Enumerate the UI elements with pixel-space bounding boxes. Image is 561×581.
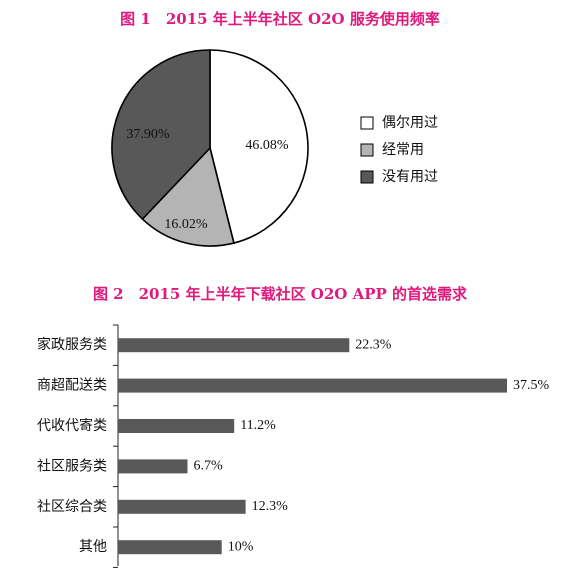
pie-slices <box>111 49 309 247</box>
legend-label-1: 偶尔用过 <box>382 115 438 131</box>
bar-category-label-3: 代收代寄类 <box>37 417 107 434</box>
bar-value-label-5: 12.3% <box>252 499 289 514</box>
bar-chart: 图 2 2015 年上半年下载社区 O2O APP 的首选需求 家政服务类商超配… <box>37 285 550 568</box>
bar-5 <box>118 499 246 514</box>
pie-slice-label-2: 16.02% <box>164 217 208 232</box>
legend-swatch-2 <box>360 143 374 157</box>
bar-category-label-5: 社区综合类 <box>37 499 107 515</box>
pie-slice-label-1: 46.08% <box>245 138 289 153</box>
bar-series <box>118 338 507 555</box>
bar-category-label-2: 商超配送类 <box>37 378 107 394</box>
legend-label-2: 经常用 <box>382 142 424 158</box>
pie-chart-title: 图 1 2015 年上半年社区 O2O 服务使用频率 <box>120 10 440 28</box>
bar-value-label-3: 11.2% <box>240 418 276 433</box>
bar-value-label-2: 37.5% <box>513 378 550 393</box>
bar-1 <box>118 338 350 353</box>
bar-value-labels: 22.3% 37.5% 11.2% 6.7% 12.3% 10% <box>194 337 550 554</box>
bar-category-label-6: 其他 <box>79 539 107 555</box>
legend-swatch-3 <box>360 170 374 184</box>
pie-labels: 46.08% 16.02% 37.90% <box>126 127 289 232</box>
legend-label-3: 没有用过 <box>382 169 438 185</box>
pie-slice-1 <box>209 49 309 245</box>
bar-4 <box>118 459 188 474</box>
bar-value-label-1: 22.3% <box>355 337 392 352</box>
bar-6 <box>118 540 222 555</box>
bar-category-label-1: 家政服务类 <box>37 336 107 353</box>
bar-2 <box>118 378 507 393</box>
pie-chart: 图 1 2015 年上半年社区 O2O 服务使用频率 46.08% 16.02% 3… <box>111 10 440 247</box>
bar-axis-ticks <box>113 324 118 568</box>
pie-slice-label-3: 37.90% <box>126 127 170 142</box>
pie-slice-3 <box>111 49 211 221</box>
bar-category-label-4: 社区服务类 <box>37 458 107 474</box>
pie-slice-2 <box>141 146 235 247</box>
legend-swatch-1 <box>360 116 374 130</box>
bar-chart-title: 图 2 2015 年上半年下载社区 O2O APP 的首选需求 <box>93 285 468 303</box>
bar-3 <box>118 419 235 433</box>
bar-value-label-6: 10% <box>228 539 254 554</box>
bar-value-label-4: 6.7% <box>194 459 224 474</box>
